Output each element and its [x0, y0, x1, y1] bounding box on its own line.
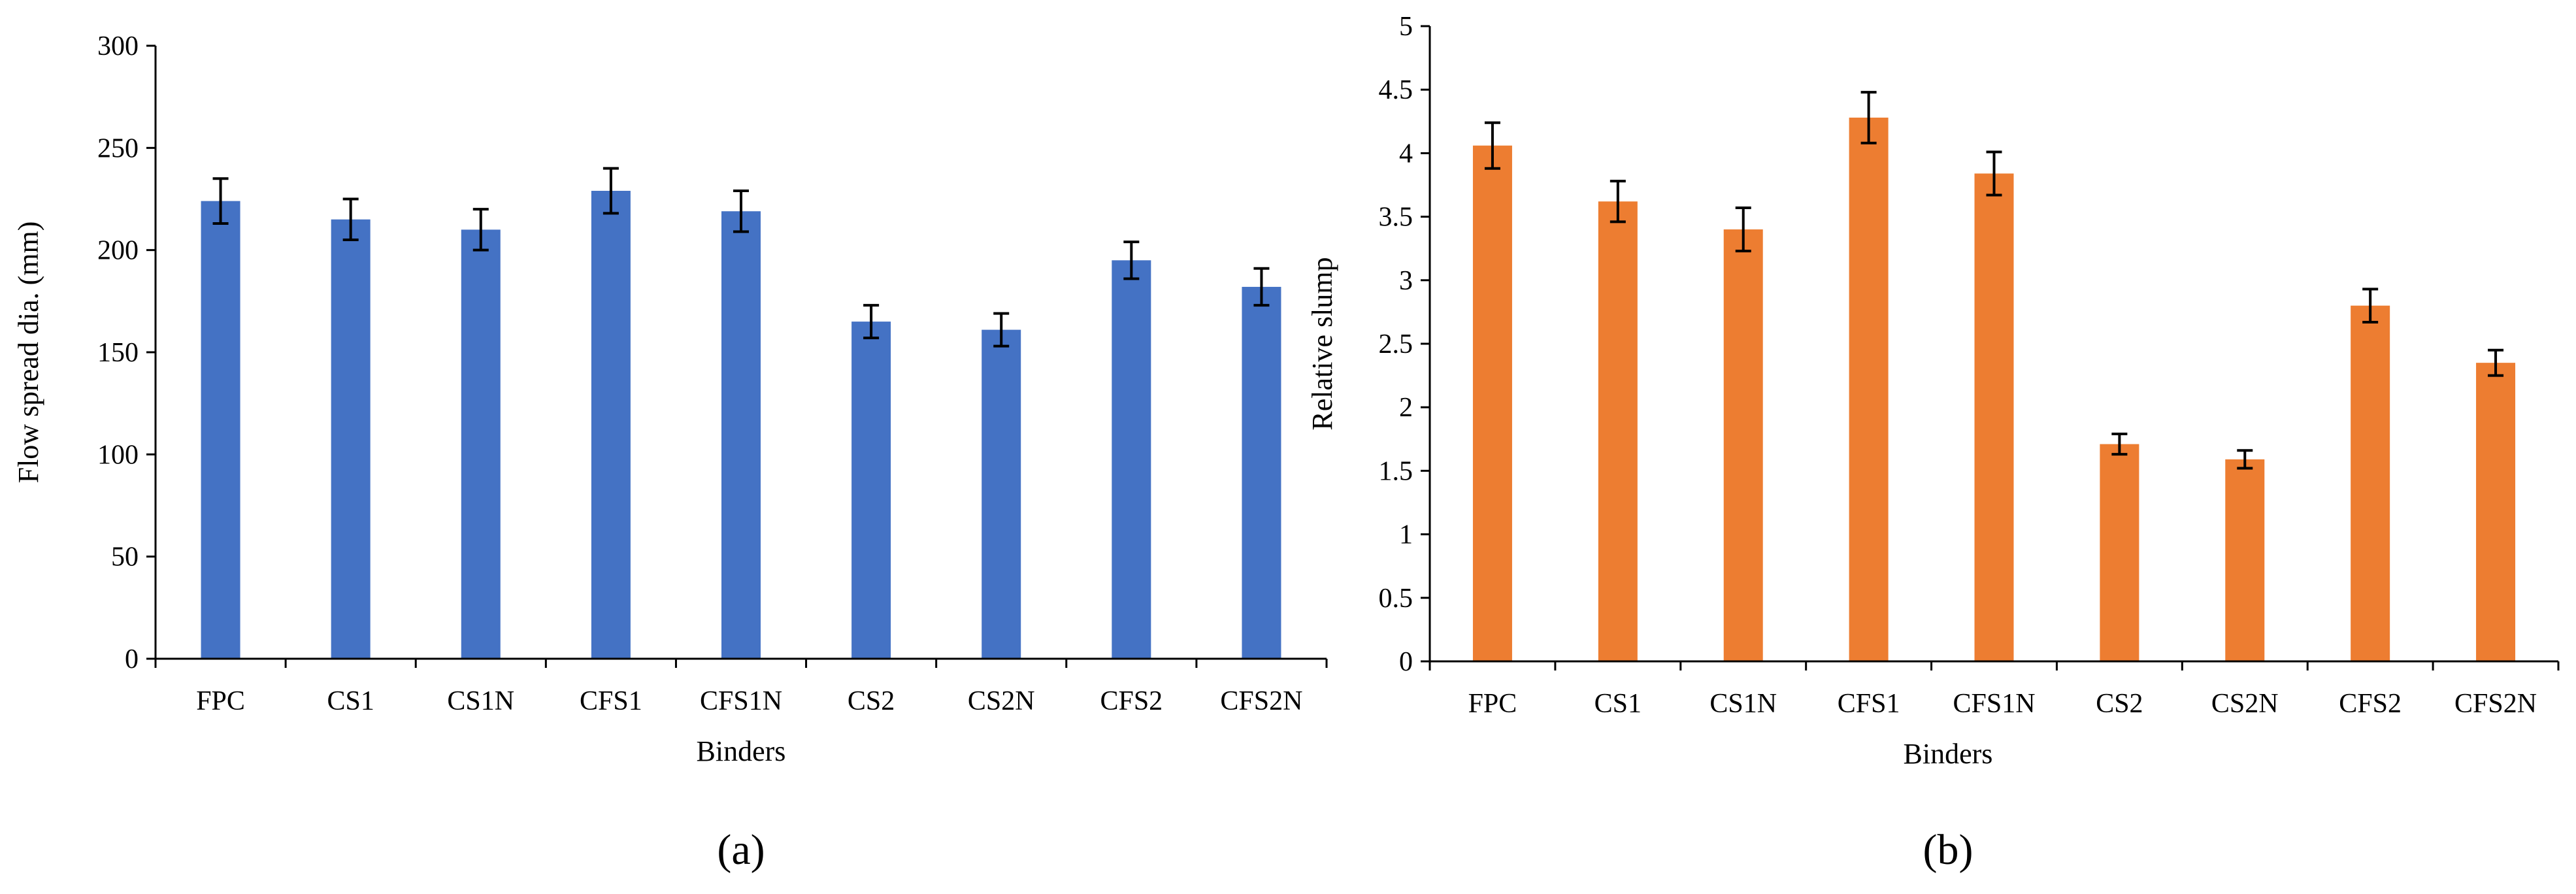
x-tick-label-a: CFS2N: [1220, 686, 1302, 716]
x-tick-label-a: CFS1: [580, 686, 642, 716]
bar-a-cs2n: [982, 329, 1021, 659]
bar-a-cs1n: [461, 229, 501, 659]
y-tick-label-a: 0: [125, 644, 139, 674]
error-bar-b-fpc: [1484, 121, 1500, 170]
y-ticks-a: 0 50 100 150 200 250 300: [97, 31, 156, 674]
x-tick-label-a: CFS2: [1100, 686, 1163, 716]
chart-panel-a: 0 50 100 150 200 250 300 FPC CS1 CS1N CFS1 CFS1N CS…: [12, 31, 1328, 874]
error-bar-a-fpc: [212, 177, 229, 225]
x-tick-label-b: CS1: [1594, 689, 1642, 719]
y-tick-label-b: 0.5: [1379, 584, 1413, 614]
x-tick-label-b: CFS2: [2339, 689, 2402, 719]
bar-a-cfs2: [1112, 260, 1151, 659]
bar-a-cfs1: [591, 190, 631, 659]
bar-b-cfs1n: [1974, 173, 2014, 661]
bar-a-cfs1n: [721, 211, 761, 659]
y-tick-label-b: 4: [1399, 139, 1413, 169]
error-bar-a-cs2n: [993, 312, 1010, 348]
error-bar-a-cfs1n: [733, 189, 749, 233]
bar-a-fpc: [201, 201, 240, 659]
y-tick-label-a: 250: [97, 133, 139, 163]
x-tick-label-a: CFS1N: [700, 686, 782, 716]
bar-b-cfs2: [2351, 305, 2390, 661]
x-tick-label-b: CFS1N: [1953, 689, 2035, 719]
y-tick-label-a: 300: [97, 31, 139, 61]
y-tick-label-a: 200: [97, 236, 139, 266]
bar-b-fpc: [1472, 145, 1512, 662]
y-tick-label-b: 1: [1399, 520, 1413, 550]
x-ticks-b: FPC CS1 CS1N CFS1 CFS1N CS2 CS2N CFS2 CFS2N: [1428, 661, 2560, 719]
y-tick-label-a: 100: [97, 440, 139, 470]
y-tick-label-b: 0: [1399, 647, 1413, 677]
y-tick-label-b: 1.5: [1379, 456, 1413, 486]
y-axis-title-a: Flow spread dia. (mm): [12, 222, 44, 484]
error-bar-a-cs1: [342, 197, 359, 242]
error-bar-b-cs2: [2111, 433, 2128, 456]
error-bar-b-cs1: [1610, 180, 1626, 224]
chart-panel-b: 0 0.5 1 1.5 2 2.5 3 3.5 4 4.5 5 FPC CS1 CS1N CFS1 CFS1…: [1306, 12, 2560, 874]
error-bars-b: [1484, 91, 2504, 470]
bar-b-cs1n: [1723, 229, 1763, 661]
bars-b: [1472, 117, 2516, 662]
y-tick-label-b: 3: [1399, 266, 1413, 296]
y-tick-label-a: 50: [111, 542, 139, 572]
bar-b-cs2n: [2225, 459, 2265, 661]
bar-a-cs2: [851, 322, 891, 659]
x-tick-label-b: CS1N: [1709, 689, 1777, 719]
x-tick-label-a: CS1N: [447, 686, 514, 716]
x-tick-label-a: CS1: [327, 686, 374, 716]
error-bar-b-cfs2: [2362, 288, 2379, 323]
x-tick-label-b: FPC: [1468, 689, 1517, 719]
x-tick-label-b: CFS2N: [2454, 689, 2537, 719]
error-bars-a: [212, 167, 1270, 348]
x-tick-label-b: CS2N: [2211, 689, 2279, 719]
x-axis-title-b: Binders: [1904, 738, 1993, 770]
y-tick-label-b: 3.5: [1379, 203, 1413, 233]
bars-a: [201, 190, 1281, 659]
error-bar-a-cfs2n: [1253, 267, 1270, 307]
y-tick-label-b: 2: [1399, 393, 1413, 423]
error-bar-b-cs1n: [1735, 206, 1751, 253]
panel-label-a: (a): [717, 826, 765, 874]
x-ticks-a: FPC CS1 CS1N CFS1 CFS1N CS2 CS2N CFS2 CFS2N: [154, 659, 1328, 716]
y-tick-label-b: 4.5: [1379, 75, 1413, 105]
y-tick-label-b: 5: [1399, 12, 1413, 42]
error-bar-a-cs1n: [472, 208, 489, 252]
x-tick-label-a: FPC: [196, 686, 245, 716]
x-tick-label-b: CS2: [2096, 689, 2143, 719]
bar-b-cfs1: [1849, 117, 1889, 661]
error-bar-b-cs2n: [2237, 449, 2253, 470]
bar-a-cfs2n: [1242, 286, 1281, 659]
x-axis-title-a: Binders: [697, 735, 786, 767]
error-bar-a-cfs2: [1123, 240, 1140, 280]
y-tick-label-a: 150: [97, 338, 139, 368]
error-bar-b-cfs2n: [2488, 348, 2504, 377]
bar-b-cs1: [1598, 201, 1638, 662]
bar-b-cs2: [2100, 444, 2139, 661]
x-tick-label-a: CS2N: [968, 686, 1035, 716]
panel-label-b: (b): [1923, 826, 1973, 874]
bar-a-cs1: [331, 219, 371, 659]
error-bar-a-cs2: [863, 304, 880, 340]
error-bar-a-cfs1: [603, 167, 619, 215]
x-tick-label-b: CFS1: [1838, 689, 1900, 719]
x-tick-label-a: CS2: [848, 686, 895, 716]
error-bar-b-cfs1: [1860, 91, 1877, 144]
y-axis-title-b: Relative slump: [1306, 257, 1338, 430]
bar-b-cfs2n: [2476, 363, 2516, 661]
y-ticks-b: 0 0.5 1 1.5 2 2.5 3 3.5 4 4.5 5: [1379, 12, 1430, 677]
y-tick-label-b: 2.5: [1379, 329, 1413, 359]
error-bar-b-cfs1n: [1986, 150, 2002, 197]
